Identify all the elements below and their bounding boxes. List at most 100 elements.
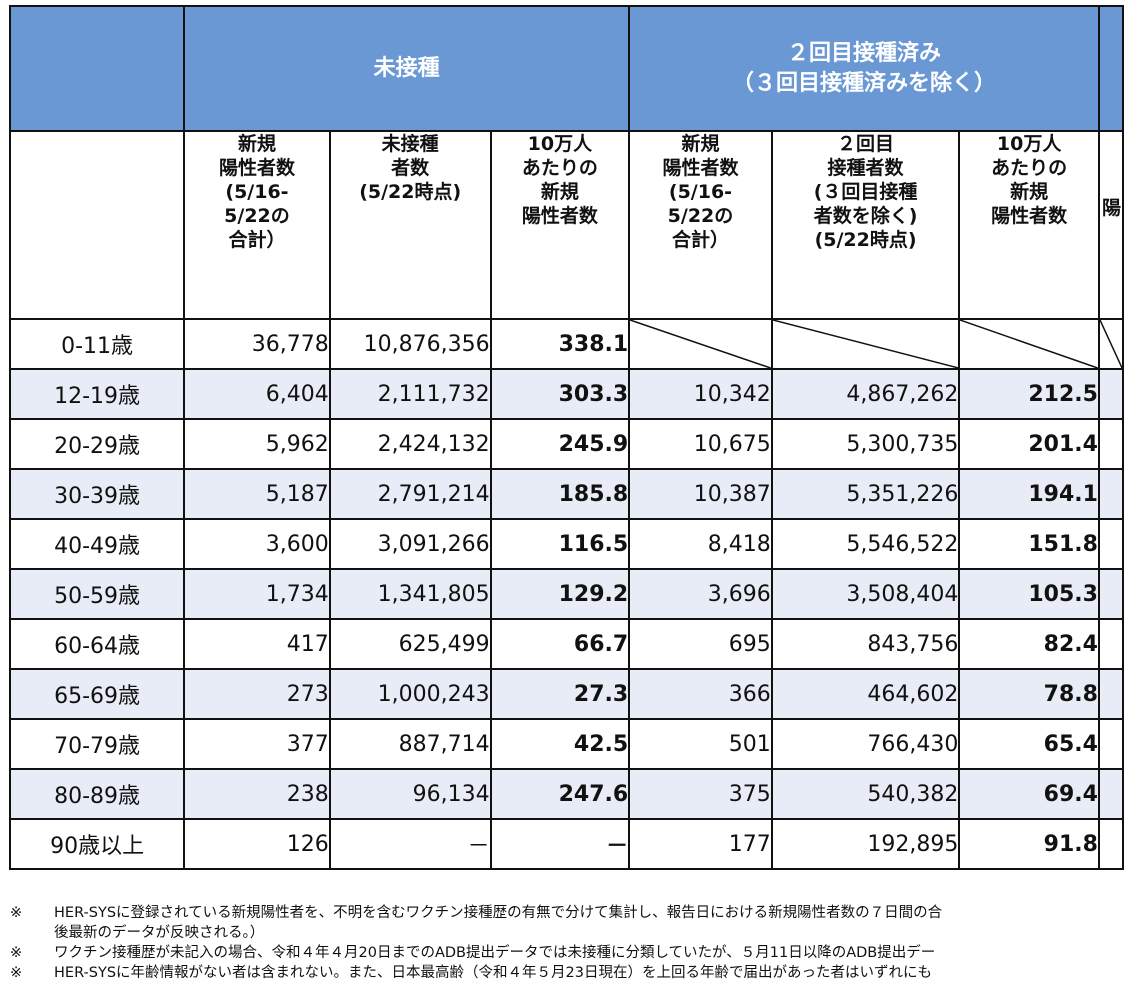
corner-cell xyxy=(8,5,186,132)
next-column-partial-cell xyxy=(1097,418,1124,470)
column-header-dose2-new-cases: 新規 陽性者数 (5/16- 5/22の 合計） xyxy=(628,130,773,320)
column-header-unvax-new-cases: 新規 陽性者数 (5/16- 5/22の 合計） xyxy=(183,130,331,320)
unvax-new-cases-cell: 36,778 xyxy=(183,318,331,370)
group-header-unvaccinated: 未接種 xyxy=(183,5,631,132)
next-column-partial-cell xyxy=(1097,368,1124,420)
unvax-new-cases-cell: 238 xyxy=(183,768,331,820)
unvax-population-cell: 887,714 xyxy=(328,718,492,770)
age-cell: 12-19歳 xyxy=(8,368,186,420)
dose2-population-cell: 843,756 xyxy=(770,618,961,670)
next-column-partial-cell xyxy=(1097,518,1124,570)
dose2-rate-cell: 82.4 xyxy=(958,618,1100,670)
table-row: 80-89歳 238 96,134 247.6 375 540,382 69.4 xyxy=(8,768,1124,820)
second-dose-title: ２回目接種済み xyxy=(787,40,942,66)
dose2-new-cases-cell: 10,675 xyxy=(628,418,773,470)
dose2-population-cell: 192,895 xyxy=(770,818,961,870)
unvax-rate-cell: 42.5 xyxy=(489,718,631,770)
unvax-rate-cell: 66.7 xyxy=(489,618,631,670)
age-cell: 40-49歳 xyxy=(8,518,186,570)
unvax-rate-cell: 27.3 xyxy=(489,668,631,720)
diagonal-slash xyxy=(773,320,959,368)
unvax-population-cell: － xyxy=(328,818,492,870)
dose2-population-cell: 5,300,735 xyxy=(770,418,961,470)
unvax-new-cases-cell: 5,187 xyxy=(183,468,331,520)
next-column-partial-cell xyxy=(1097,718,1124,770)
age-cell: 80-89歳 xyxy=(8,768,186,820)
next-column-partial-cell xyxy=(1097,768,1124,820)
dose2-rate-cell: 78.8 xyxy=(958,668,1100,720)
unvax-rate-cell: － xyxy=(489,818,631,870)
vaccination-case-table: 未接種 ２回目接種済み （３回目接種済みを除く） 新規 陽性者数 (5/16- … xyxy=(8,5,1124,870)
dose2-rate-cell xyxy=(958,318,1100,370)
table-row: 12-19歳 6,404 2,111,732 303.3 10,342 4,867,262… xyxy=(8,368,1124,420)
table-row: 60-64歳 417 625,499 66.7 695 843,756 82.4 xyxy=(8,618,1124,670)
dose2-population-cell: 3,508,404 xyxy=(770,568,961,620)
footnote-line: ※ HER-SYSに年齢情報がない者は含まれない。また、日本最高齢（令和４年５月2… xyxy=(10,963,1124,981)
table-row: 90歳以上 126 －－ 177 192,895 91.8 xyxy=(8,818,1124,870)
table-row: 40-49歳 3,600 3,091,266 116.5 8,418 5,546,522 1… xyxy=(8,518,1124,570)
age-cell: 0-11歳 xyxy=(8,318,186,370)
table-row: 50-59歳 1,734 1,341,805 129.2 3,696 3,508,404 1… xyxy=(8,568,1124,620)
unvax-new-cases-cell: 126 xyxy=(183,818,331,870)
diagonal-slash xyxy=(630,320,771,368)
column-header-next-partial: 陽 xyxy=(1097,130,1124,320)
dose2-rate-cell: 69.4 xyxy=(958,768,1100,820)
dose2-rate-cell: 194.1 xyxy=(958,468,1100,520)
table-row: 20-29歳 5,962 2,424,132 245.9 10,675 5,300,735… xyxy=(8,418,1124,470)
second-dose-subtitle: （３回目接種済みを除く） xyxy=(732,70,997,96)
unvax-rate-cell: 245.9 xyxy=(489,418,631,470)
footnote-line: ※ HER-SYSに登録されている新規陽性者を、不明を含むワクチン接種歴の有無で分… xyxy=(10,903,1124,923)
dose2-rate-cell: 212.5 xyxy=(958,368,1100,420)
age-cell: 65-69歳 xyxy=(8,668,186,720)
footnote-text: HER-SYSに年齢情報がない者は含まれない。また、日本最高齢（令和４年５月23… xyxy=(54,965,932,981)
dose2-population-cell: 4,867,262 xyxy=(770,368,961,420)
diagonal-slash xyxy=(1100,320,1122,368)
column-header-age xyxy=(8,130,186,320)
unvax-new-cases-cell: 273 xyxy=(183,668,331,720)
column-header-dose2-rate: 10万人 あたりの 新規 陽性者数 xyxy=(958,130,1100,320)
dose2-new-cases-cell xyxy=(628,318,773,370)
unvax-new-cases-cell: 377 xyxy=(183,718,331,770)
age-cell: 20-29歳 xyxy=(8,418,186,470)
unvax-rate-cell: 338.1 xyxy=(489,318,631,370)
unvax-rate-cell: 129.2 xyxy=(489,568,631,620)
dose2-population-cell: 5,351,226 xyxy=(770,468,961,520)
unvax-population-cell: 1,000,243 xyxy=(328,668,492,720)
dose2-rate-cell: 201.4 xyxy=(958,418,1100,470)
next-column-partial-cell xyxy=(1097,468,1124,520)
table-row: 70-79歳 377 887,714 42.5 501 766,430 65.4 xyxy=(8,718,1124,770)
dose2-rate-cell: 105.3 xyxy=(958,568,1100,620)
dose2-new-cases-cell: 501 xyxy=(628,718,773,770)
column-header-row: 新規 陽性者数 (5/16- 5/22の 合計） 未接種 者数 (5/22時点)… xyxy=(8,130,1124,320)
unvax-new-cases-cell: 1,734 xyxy=(183,568,331,620)
footnotes: ※ HER-SYSに登録されている新規陽性者を、不明を含むワクチン接種歴の有無で分… xyxy=(10,903,1124,981)
unvax-population-cell: 3,091,266 xyxy=(328,518,492,570)
footnote-mark: ※ xyxy=(10,945,23,961)
dose2-population-cell: 5,546,522 xyxy=(770,518,961,570)
column-header-unvax-rate: 10万人 あたりの 新規 陽性者数 xyxy=(489,130,631,320)
dose2-new-cases-cell: 10,387 xyxy=(628,468,773,520)
dose2-new-cases-cell: 695 xyxy=(628,618,773,670)
next-column-partial-cell xyxy=(1097,568,1124,620)
dose2-new-cases-cell: 8,418 xyxy=(628,518,773,570)
unvax-population-cell: 96,134 xyxy=(328,768,492,820)
dose2-new-cases-cell: 10,342 xyxy=(628,368,773,420)
dose2-population-cell: 540,382 xyxy=(770,768,961,820)
table-row: 30-39歳 5,187 2,791,214 185.8 10,387 5,351,226… xyxy=(8,468,1124,520)
footnote-line: 後最新のデータが反映される。） xyxy=(10,923,1124,943)
unvax-rate-cell: 247.6 xyxy=(489,768,631,820)
group-header-next-partial xyxy=(1097,5,1124,132)
group-header-second-dose: ２回目接種済み （３回目接種済みを除く） xyxy=(628,5,1100,132)
unvax-new-cases-cell: 417 xyxy=(183,618,331,670)
unvax-population-cell: 1,341,805 xyxy=(328,568,492,620)
unvax-population-cell: 2,791,214 xyxy=(328,468,492,520)
unvax-rate-cell: 116.5 xyxy=(489,518,631,570)
age-cell: 70-79歳 xyxy=(8,718,186,770)
age-cell: 50-59歳 xyxy=(8,568,186,620)
unvax-population-cell: 10,876,356 xyxy=(328,318,492,370)
next-column-partial-cell xyxy=(1097,618,1124,670)
footnote-text: ワクチン接種歴が未記入の場合、令和４年４月20日までのADB提出データでは未接種… xyxy=(54,945,936,961)
next-column-partial-cell xyxy=(1097,818,1124,870)
dose2-new-cases-cell: 375 xyxy=(628,768,773,820)
